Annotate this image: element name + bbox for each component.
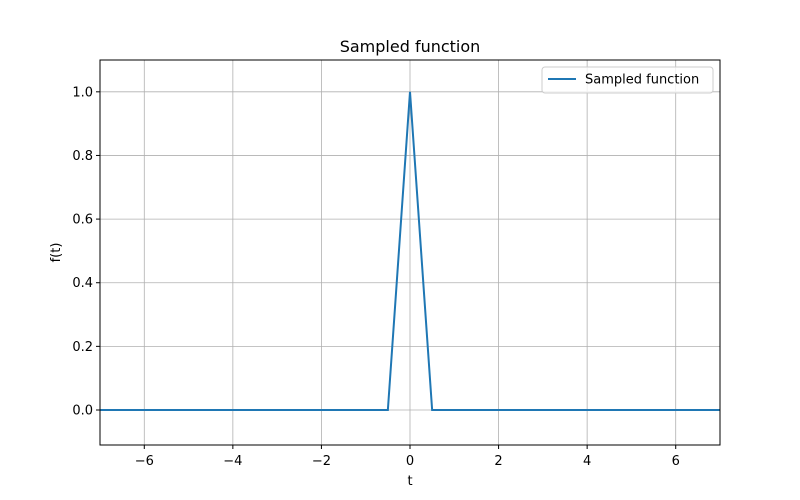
series-line-sampled-function	[100, 91, 720, 411]
x-tick-label: 6	[672, 454, 680, 469]
y-tick-label: 0.0	[72, 404, 93, 419]
y-tick-label: 0.6	[72, 213, 93, 228]
x-tick-label: −6	[135, 454, 154, 469]
x-tick-label: −4	[223, 454, 242, 469]
x-tick-label: 0	[406, 454, 414, 469]
x-tick-label: −2	[312, 454, 331, 469]
y-axis-label: f(t)	[49, 243, 64, 263]
series-layer	[100, 91, 720, 411]
x-tick-label: 2	[494, 454, 502, 469]
y-tick-label: 0.2	[72, 340, 93, 355]
x-axis-label: t	[407, 474, 412, 489]
chart-title: Sampled function	[340, 37, 481, 56]
x-tick-label: 4	[583, 454, 591, 469]
legend-label-sampled-function: Sampled function	[585, 73, 699, 88]
y-tick-label: 1.0	[72, 85, 93, 100]
y-tick-label: 0.4	[72, 276, 93, 291]
legend: Sampled function	[541, 66, 714, 94]
legend-box	[541, 66, 714, 94]
ticks: −6 −4 −2 0 2 4 6 0.0 0.2 0.4 0.6 0.8 1.0	[72, 85, 680, 469]
y-tick-label: 0.8	[72, 149, 93, 164]
